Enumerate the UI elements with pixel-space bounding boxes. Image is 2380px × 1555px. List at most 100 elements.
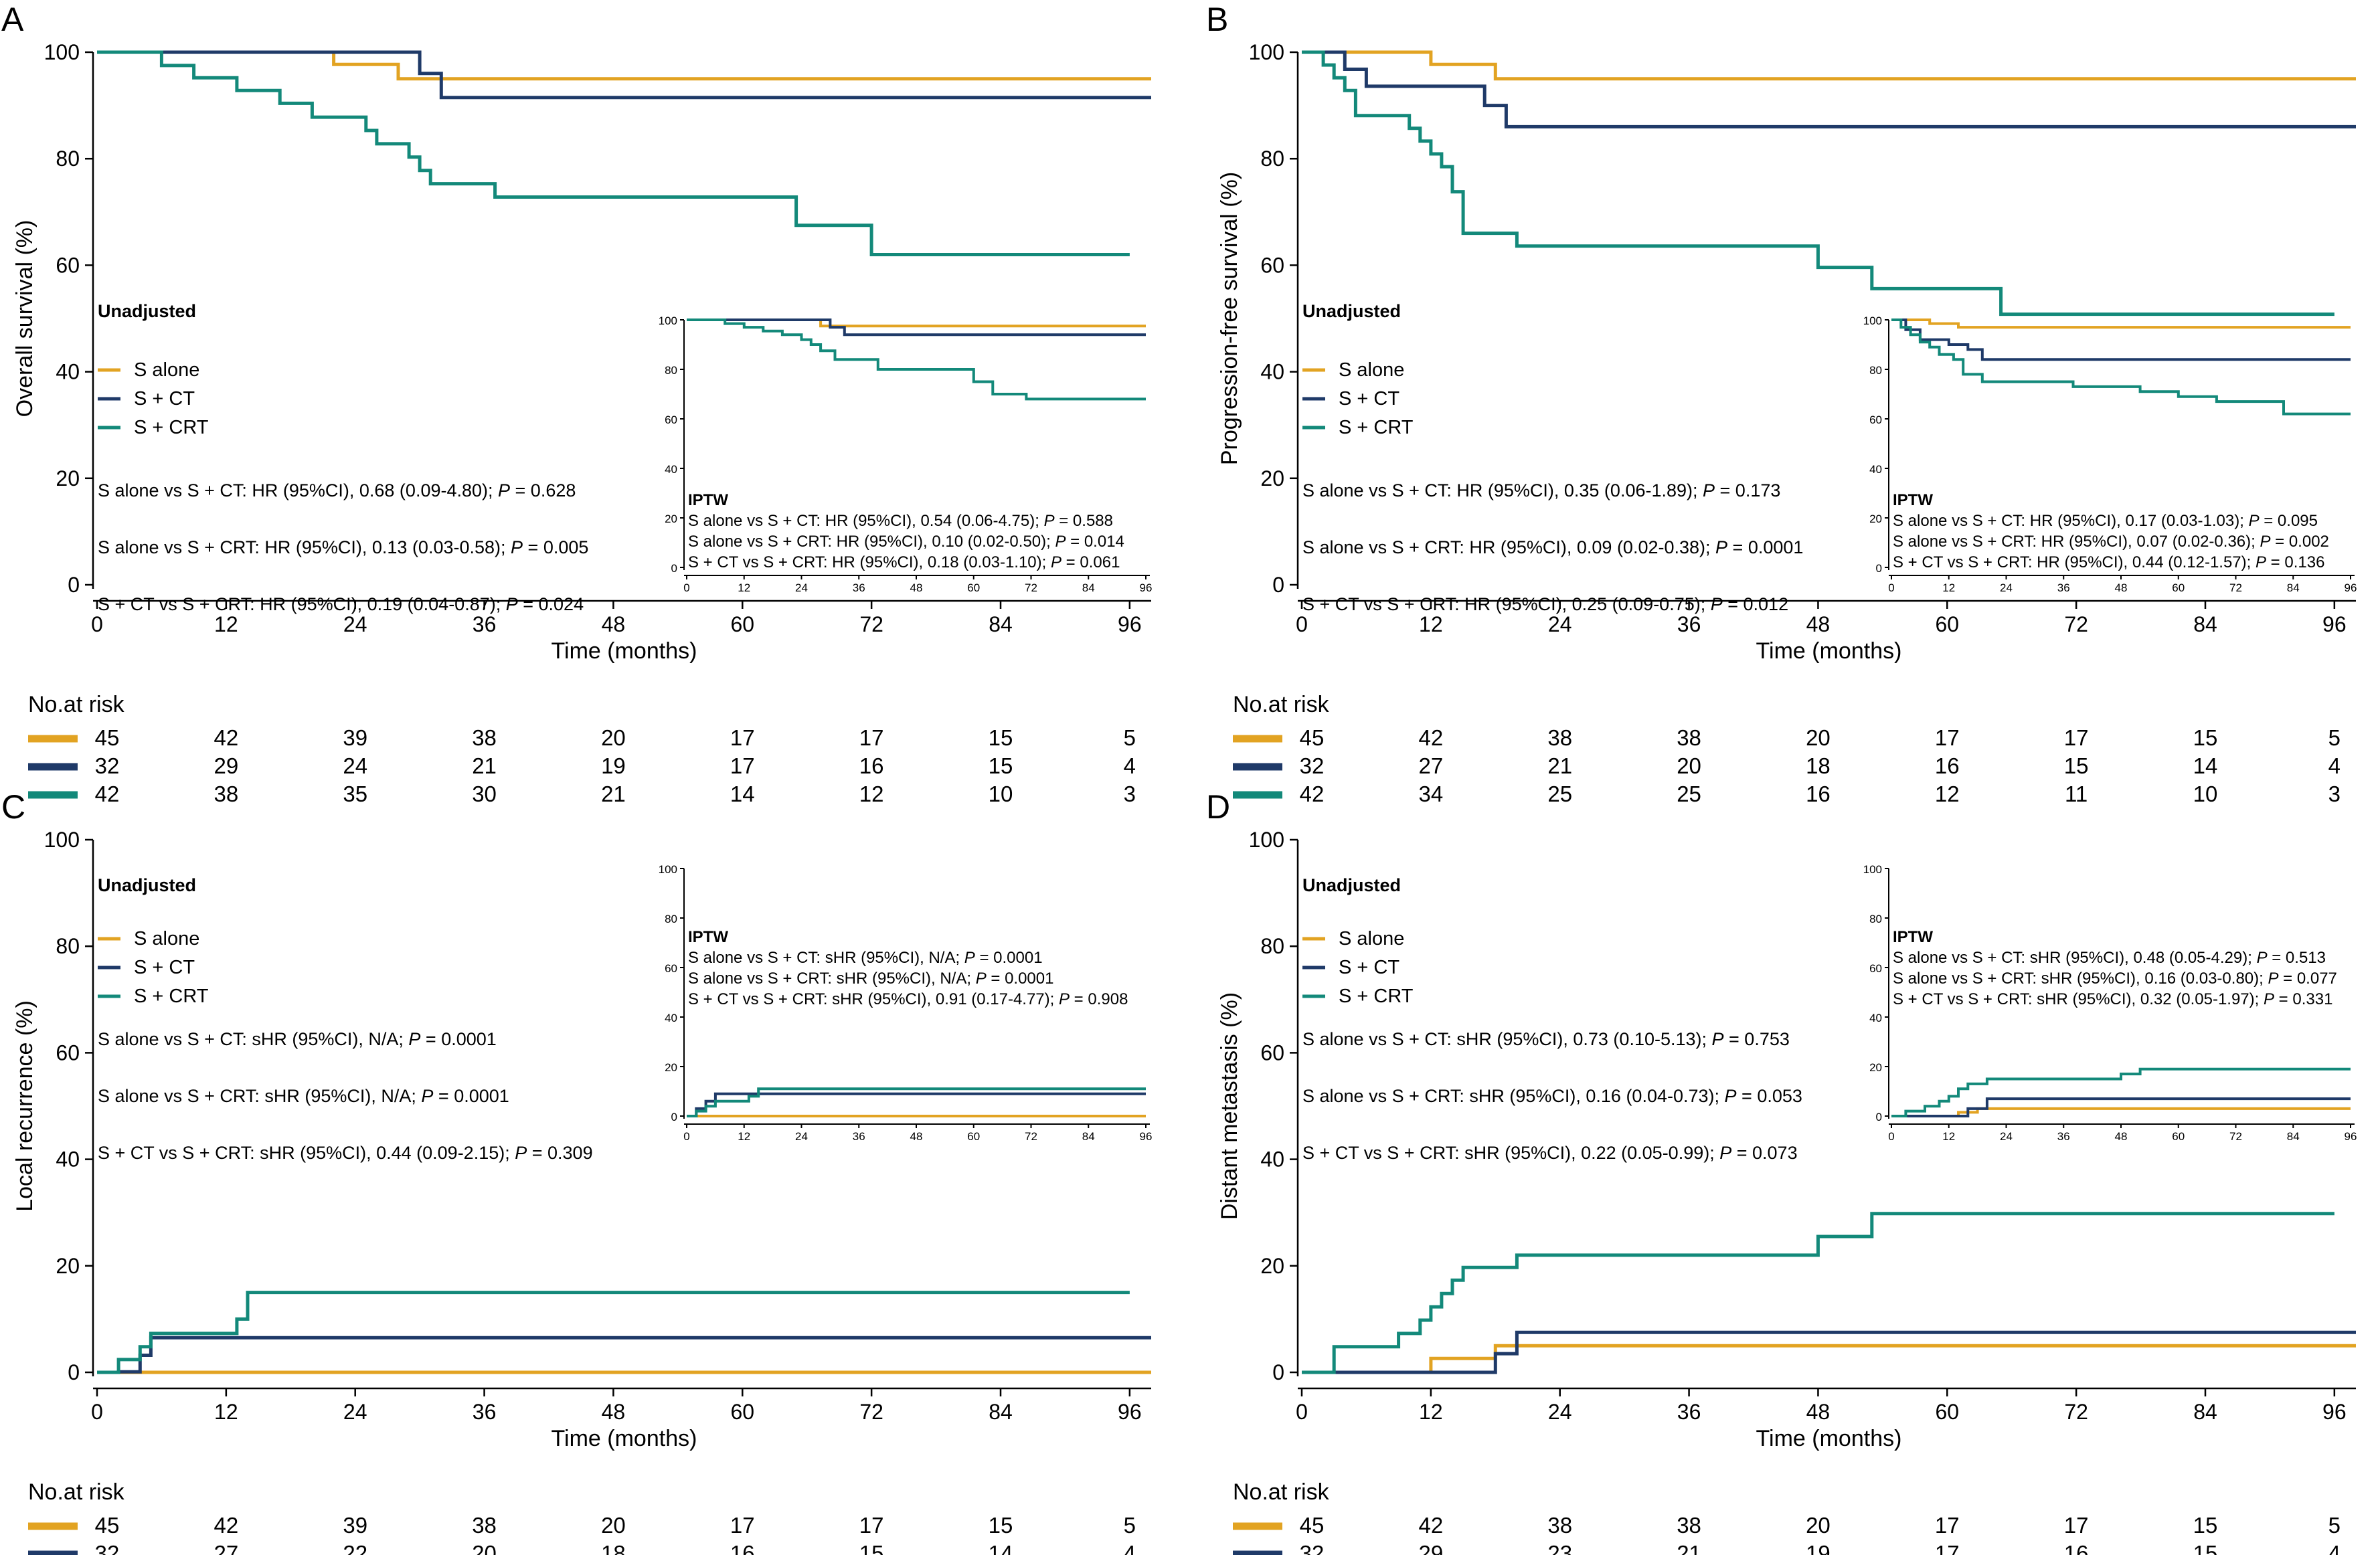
stat-line: S alone vs S + CT: sHR (95%CI), 0.73 (0.… [1302,1029,1790,1049]
risk-count: 17 [730,725,755,750]
risk-count: 45 [1300,725,1325,750]
risk-count: 30 [472,782,497,806]
x-tick-label: 0 [1296,612,1308,636]
risk-count: 16 [859,753,884,778]
stat-line: S alone vs S + CRT: sHR (95%CI), 0.16 (0… [1302,1086,1802,1106]
risk-count: 3 [1124,782,1136,806]
x-tick-label: 72 [859,1400,883,1424]
x-tick-label: 36 [473,612,497,636]
risk-count: 4 [2328,1541,2341,1555]
risk-count: 15 [989,753,1013,778]
x-tick-label: 0 [1296,1400,1308,1424]
risk-count: 21 [601,782,626,806]
risk-count: 15 [989,725,1013,750]
risk-count: 5 [2328,1513,2341,1538]
inset-x-tick-label: 36 [2057,1130,2070,1143]
risk-title: No.at risk [1233,692,1330,717]
unadjusted-title: Unadjusted [98,301,196,321]
x-tick-label: 24 [1548,1400,1572,1424]
stat-line: S + CT vs S + CRT: sHR (95%CI), 0.44 (0.… [98,1143,593,1163]
risk-count: 17 [1935,725,1960,750]
stat-line: S alone vs S + CRT: sHR (95%CI), N/A; P … [98,1086,509,1106]
risk-count: 5 [1124,725,1136,750]
y-tick-label: 40 [56,360,80,384]
inset-plot: 0 20 40 60 80 100 0 12 24 36 48 60 72 84 96 IPTW S alone… [1863,314,2357,594]
x-tick-label: 48 [602,612,626,636]
inset-x-tick-label: 36 [853,581,865,594]
risk-count: 42 [1300,782,1325,806]
x-tick-label: 84 [2193,1400,2217,1424]
inset-stat-line: S + CT vs S + CRT: sHR (95%CI), 0.32 (0.… [1893,990,2332,1008]
risk-count: 24 [343,753,367,778]
y-tick-label: 60 [56,1040,80,1065]
risk-count: 17 [1935,1513,1960,1538]
legend-label: S + CRT [134,417,209,438]
inset-x-tick-label: 36 [853,1130,865,1143]
inset-stat-line: S alone vs S + CRT: sHR (95%CI), 0.16 (0… [1893,970,2337,988]
series-s-crt-line [97,1291,1130,1374]
y-tick-label: 40 [1260,1148,1284,1172]
y-tick-label: 40 [56,1148,80,1172]
risk-count: 34 [1418,782,1443,806]
x-tick-label: 60 [1935,1400,1959,1424]
x-tick-label: 12 [1419,1400,1443,1424]
legend-label: S + CRT [134,986,209,1007]
x-tick-label: 72 [859,612,883,636]
inset-stat-line: S alone vs S + CRT: HR (95%CI), 0.07 (0.… [1893,533,2329,551]
inset-stat-line: S alone vs S + CT: sHR (95%CI), N/A; P =… [688,949,1043,967]
y-tick-label: 80 [1260,147,1284,171]
iptw-title: IPTW [688,928,728,946]
risk-count: 20 [1806,1513,1831,1538]
inset-stat-line: S + CT vs S + CRT: sHR (95%CI), 0.91 (0.… [688,990,1128,1008]
legend-label: S + CT [1339,957,1399,978]
risk-count: 14 [989,1541,1013,1555]
inset-x-tick-label: 48 [910,581,923,594]
legend-label: S alone [134,359,199,381]
inset-y-tick-label: 40 [1869,463,1882,476]
risk-count: 15 [2193,1541,2218,1555]
inset-y-tick-label: 40 [665,463,677,476]
inset-y-tick-label: 40 [1869,1012,1882,1024]
inset-x-tick-label: 72 [2229,1130,2242,1143]
inset-x-tick-label: 0 [1888,1130,1894,1143]
x-tick-label: 0 [91,1400,103,1424]
inset-stat-line: S alone vs S + CT: sHR (95%CI), 0.48 (0.… [1893,949,2326,967]
inset-x-tick-label: 24 [795,1130,808,1143]
inset-y-tick-label: 0 [671,562,677,575]
x-axis-label: Time (months) [1756,1426,1902,1451]
unadjusted-title: Unadjusted [98,875,196,895]
risk-count: 45 [1300,1513,1325,1538]
inset-y-tick-label: 0 [671,1111,677,1123]
inset-y-tick-label: 20 [665,513,677,525]
inset-stat-line: S alone vs S + CT: HR (95%CI), 0.17 (0.0… [1893,512,2318,530]
x-axis-label: Time (months) [551,638,697,664]
x-tick-label: 24 [343,1400,367,1424]
inset-x-tick-label: 12 [738,581,750,594]
risk-count: 14 [2193,753,2218,778]
y-tick-label: 100 [44,828,80,852]
inset-plot: 0 20 40 60 80 100 0 12 24 36 48 60 72 84 96 IPTW S alone… [659,863,1153,1143]
y-tick-label: 80 [56,147,80,171]
iptw-title: IPTW [1893,928,1933,946]
inset-x-tick-label: 24 [795,581,808,594]
y-tick-label: 20 [56,1254,80,1278]
risk-count: 35 [343,782,367,806]
stat-line: S alone vs S + CT: HR (95%CI), 0.35 (0.0… [1302,480,1780,500]
inset-x-tick-label: 24 [2000,581,2013,594]
y-tick-label: 20 [1260,1254,1284,1278]
inset-y-tick-label: 100 [1863,863,1882,876]
inset-x-tick-label: 60 [2172,1130,2185,1143]
inset-y-tick-label: 80 [665,913,677,925]
inset-y-tick-label: 80 [1869,364,1882,377]
risk-count: 38 [472,1513,497,1538]
risk-count: 29 [1418,1541,1443,1555]
stat-line: S alone vs S + CT: sHR (95%CI), N/A; P =… [98,1029,497,1049]
risk-title: No.at risk [28,692,125,717]
inset-x-tick-label: 60 [967,581,980,594]
risk-count: 20 [601,725,626,750]
risk-count: 20 [601,1513,626,1538]
risk-count: 17 [2064,725,2089,750]
risk-count: 16 [730,1541,755,1555]
inset-x-tick-label: 84 [1082,581,1095,594]
